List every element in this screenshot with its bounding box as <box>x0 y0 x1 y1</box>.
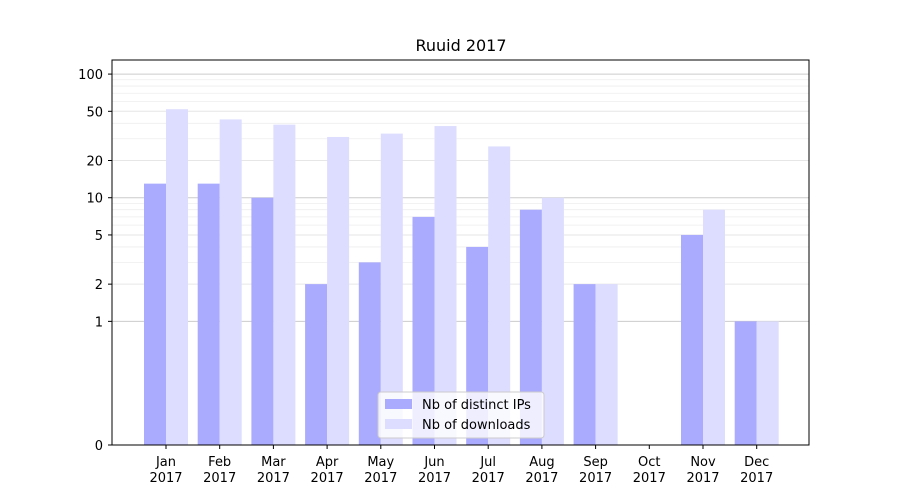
x-tick-label: May <box>367 455 394 470</box>
bar-distinct-ips <box>573 284 596 445</box>
bar-downloads <box>327 136 350 445</box>
bar-distinct-ips <box>197 183 220 445</box>
x-tick-year-label: 2017 <box>525 471 558 486</box>
bar-distinct-ips <box>681 234 703 445</box>
x-axis: Jan2017Feb2017Mar2017Apr2017May2017Jun20… <box>149 445 773 486</box>
y-axis: 0 1 2 5 10 20 50 100 <box>78 68 112 454</box>
legend-swatch <box>385 419 412 429</box>
x-tick-label: Feb <box>208 455 231 470</box>
x-tick-year-label: 2017 <box>633 471 666 486</box>
y-tick-label: 100 <box>78 68 103 83</box>
x-tick-year-label: 2017 <box>418 471 451 486</box>
x-tick-label: Nov <box>690 455 716 470</box>
x-tick-year-label: 2017 <box>149 471 182 486</box>
y-tick-label: 50 <box>86 105 103 120</box>
plot-frame <box>111 59 810 446</box>
y-tick-label: 20 <box>86 155 103 170</box>
x-tick-year-label: 2017 <box>203 471 236 486</box>
x-tick-label: Apr <box>316 455 339 470</box>
bar-distinct-ips <box>358 262 381 445</box>
legend: Nb of distinct IPs Nb of downloads <box>377 391 545 439</box>
x-tick-label: Aug <box>529 455 554 470</box>
bar-distinct-ips <box>251 197 274 445</box>
bar-downloads <box>219 119 242 445</box>
y-tick-label: 5 <box>95 229 103 244</box>
bar-distinct-ips <box>734 321 757 445</box>
bar-downloads <box>756 321 779 445</box>
x-tick-year-label: 2017 <box>257 471 290 486</box>
x-tick-year-label: 2017 <box>686 471 719 486</box>
x-tick-year-label: 2017 <box>311 471 344 486</box>
legend-label: Nb of downloads <box>422 418 531 433</box>
bar-downloads <box>273 124 296 445</box>
bar-distinct-ips <box>519 209 542 445</box>
bar-distinct-ips <box>144 183 166 445</box>
y-tick-label: 0 <box>95 439 103 454</box>
y-tick-label: 2 <box>95 278 103 293</box>
x-tick-year-label: 2017 <box>472 471 505 486</box>
bar-downloads <box>166 109 188 445</box>
x-tick-year-label: 2017 <box>364 471 397 486</box>
legend-swatch <box>385 399 412 409</box>
x-tick-label: Jul <box>479 455 496 470</box>
x-tick-year-label: 2017 <box>740 471 773 486</box>
x-tick-label: Dec <box>744 455 769 470</box>
bar-downloads <box>434 126 457 445</box>
bar-downloads <box>541 197 564 445</box>
y-tick-label: 10 <box>86 192 103 207</box>
x-tick-label: Jun <box>423 455 444 470</box>
legend-label: Nb of distinct IPs <box>422 398 531 413</box>
bar-distinct-ips <box>305 284 328 445</box>
chart-title: Ruuid 2017 <box>415 36 506 55</box>
y-tick-label: 1 <box>95 315 103 330</box>
bar-distinct-ips <box>412 216 435 445</box>
x-tick-year-label: 2017 <box>579 471 612 486</box>
legend-box <box>377 391 545 439</box>
x-tick-label: Oct <box>638 455 660 470</box>
bar-downloads <box>380 133 403 445</box>
bar-downloads <box>595 284 618 445</box>
bar-downloads <box>488 146 511 445</box>
x-tick-label: Mar <box>261 455 286 470</box>
bars <box>144 109 779 445</box>
x-tick-label: Sep <box>583 455 608 470</box>
bar-downloads <box>703 209 725 445</box>
x-tick-label: Jan <box>155 455 176 470</box>
